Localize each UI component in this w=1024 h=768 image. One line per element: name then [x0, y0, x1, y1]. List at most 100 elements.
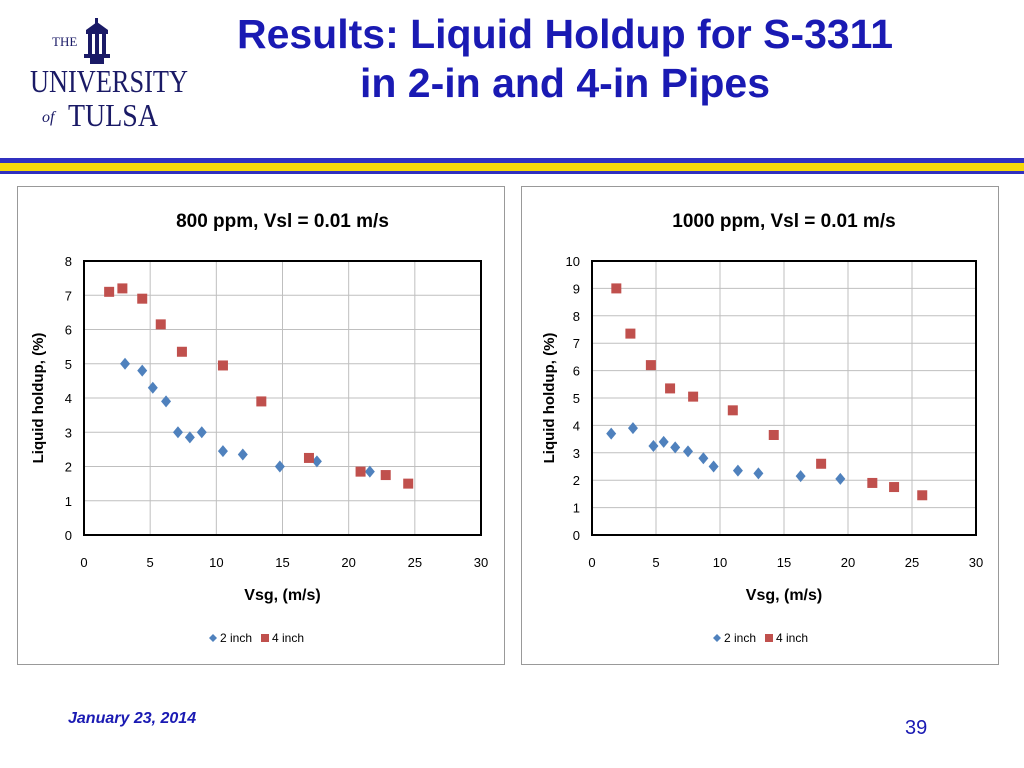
- chart-title: 800 ppm, Vsl = 0.01 m/s: [176, 211, 389, 232]
- plot-area: [591, 260, 977, 536]
- logo-of: of: [42, 109, 57, 126]
- data-point: [380, 470, 391, 481]
- plot-area: [83, 260, 482, 536]
- logo-university: UNIVERSITY: [30, 63, 188, 99]
- data-point: [683, 445, 693, 458]
- data-point: [184, 431, 195, 444]
- data-point: [137, 364, 148, 377]
- data-point: [917, 490, 928, 501]
- x-tick-label: 30: [969, 555, 983, 570]
- data-point: [727, 405, 738, 416]
- data-point: [768, 429, 779, 440]
- slide-title-line-1: Results: Liquid Holdup for S-3311: [236, 11, 894, 57]
- data-point: [627, 422, 638, 435]
- data-point: [753, 467, 764, 480]
- data-point: [732, 464, 743, 477]
- x-tick-label: 25: [408, 555, 422, 570]
- data-point: [364, 465, 375, 478]
- logo-tulsa: TULSA: [68, 97, 158, 133]
- series-4-inch: [611, 283, 928, 501]
- y-tick-label: 3: [573, 446, 580, 461]
- x-tick-label: 20: [341, 555, 355, 570]
- chart-1000ppm: 1000 ppm, Vsl = 0.01 m/s 0 1 2 3 4 5 6 7 8 9 10 0 5 10…: [541, 211, 983, 645]
- data-point: [117, 283, 128, 294]
- header-rule-gold: [0, 163, 1024, 171]
- page-number: 39: [905, 717, 928, 739]
- data-point: [403, 478, 414, 489]
- y-tick-label: 8: [65, 254, 72, 269]
- chart-panel-800ppm: 800 ppm, Vsl = 0.01 m/s 0 1 2 3 4 5 6 7 8 0 5 10 15 20…: [17, 186, 505, 665]
- x-tick-label: 10: [713, 555, 727, 570]
- tower-icon: [84, 18, 110, 64]
- x-tick-label: 25: [905, 555, 919, 570]
- data-point: [161, 395, 172, 408]
- data-point: [176, 346, 187, 357]
- y-tick-label: 0: [573, 528, 580, 543]
- legend-marker: [209, 634, 217, 642]
- data-point: [708, 460, 719, 473]
- x-tick-label: 30: [474, 555, 488, 570]
- y-tick-label: 5: [65, 357, 72, 372]
- series-2-inch: [120, 357, 375, 478]
- y-tick-label: 1: [573, 501, 580, 516]
- chart-panel-1000ppm: 1000 ppm, Vsl = 0.01 m/s 0 1 2 3 4 5 6 7 8 9 10 0 5 10…: [521, 186, 999, 665]
- legend-entry: 4 inch: [776, 631, 808, 645]
- y-tick-label: 4: [65, 391, 72, 406]
- slide-title-line-2: in 2-in and 4-in Pipes: [359, 60, 771, 106]
- data-point: [237, 448, 248, 461]
- x-tick-label: 15: [275, 555, 289, 570]
- legend-marker: [261, 634, 269, 642]
- series-2-inch: [606, 422, 846, 485]
- data-point: [172, 426, 183, 439]
- legend-entry: 2 inch: [220, 631, 252, 645]
- data-point: [147, 381, 158, 394]
- footer-date: January 23, 2014: [68, 710, 197, 727]
- data-point: [355, 466, 366, 477]
- data-point: [120, 357, 131, 370]
- y-tick-label: 6: [65, 323, 72, 338]
- data-point: [665, 383, 676, 394]
- data-point: [698, 452, 709, 465]
- data-point: [648, 439, 659, 452]
- data-point: [816, 458, 827, 469]
- series-4-inch: [104, 283, 414, 489]
- y-tick-label: 4: [573, 418, 580, 433]
- y-tick-label: 1: [65, 494, 72, 509]
- y-tick-label: 3: [65, 425, 72, 440]
- y-axis-label: Liquid holdup, (%): [541, 333, 558, 464]
- y-tick-label: 7: [65, 288, 72, 303]
- y-tick-label: 2: [65, 460, 72, 475]
- x-axis-label: Vsg, (m/s): [244, 587, 320, 604]
- data-point: [606, 427, 617, 440]
- data-point: [155, 319, 166, 330]
- logo-graphic: THE UNIVERSITY of TULSA: [30, 18, 188, 133]
- data-point: [311, 455, 322, 468]
- data-point: [835, 472, 846, 485]
- y-tick-label: 7: [573, 336, 580, 351]
- legend-entry: 2 inch: [724, 631, 756, 645]
- data-point: [274, 460, 285, 473]
- slide-title: Results: Liquid Holdup for S-3311 in 2-i…: [150, 10, 980, 108]
- data-point: [889, 482, 900, 493]
- y-axis-label: Liquid holdup, (%): [30, 333, 47, 464]
- legend-entry: 4 inch: [272, 631, 304, 645]
- chart-800ppm: 800 ppm, Vsl = 0.01 m/s 0 1 2 3 4 5 6 7 8 0 5 10 15 20…: [30, 211, 488, 645]
- x-tick-label: 10: [209, 555, 223, 570]
- data-point: [625, 328, 636, 339]
- x-tick-label: 20: [841, 555, 855, 570]
- logo-the: THE: [52, 34, 77, 49]
- data-point: [217, 445, 228, 458]
- y-tick-label: 0: [65, 528, 72, 543]
- legend: 2 inch 4 inch: [209, 631, 304, 645]
- x-tick-label: 15: [777, 555, 791, 570]
- header-rule-blue-top: [0, 158, 1024, 163]
- x-tick-label: 0: [80, 555, 87, 570]
- data-point: [611, 283, 622, 294]
- legend-marker: [765, 634, 773, 642]
- y-tick-label: 5: [573, 391, 580, 406]
- y-tick-label: 10: [566, 254, 580, 269]
- data-point: [670, 441, 681, 454]
- x-tick-label: 0: [588, 555, 595, 570]
- y-tick-label: 6: [573, 364, 580, 379]
- legend-marker: [713, 634, 721, 642]
